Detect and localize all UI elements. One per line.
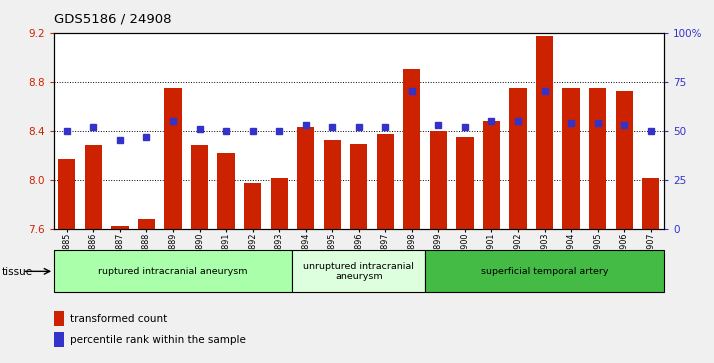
Bar [563,88,580,229]
Bar [218,153,235,229]
Bar [483,121,500,229]
Bar [536,36,553,229]
Bar [191,145,208,229]
Bar [271,179,288,229]
Bar [164,88,181,229]
Bar [293,250,425,292]
Bar [59,159,76,229]
Bar [54,311,64,326]
Bar [138,219,155,229]
Bar [323,140,341,229]
Text: GDS5186 / 24908: GDS5186 / 24908 [54,13,171,26]
Bar [456,137,473,229]
Text: tissue: tissue [2,267,34,277]
Bar [377,134,394,229]
Bar [244,183,261,229]
Bar [425,250,664,292]
Text: transformed count: transformed count [69,314,167,323]
Text: superficial temporal artery: superficial temporal artery [481,267,608,276]
Bar [403,69,421,229]
Text: percentile rank within the sample: percentile rank within the sample [69,335,246,345]
Bar [642,179,659,229]
Text: unruptured intracranial
aneurysm: unruptured intracranial aneurysm [303,262,414,281]
Bar [589,88,606,229]
Bar [509,88,527,229]
Bar [297,127,314,229]
Text: ruptured intracranial aneurysm: ruptured intracranial aneurysm [99,267,248,276]
Bar [350,144,368,229]
Bar [111,226,129,229]
Bar [615,91,633,229]
Bar [54,332,64,347]
Bar [85,145,102,229]
Bar [430,131,447,229]
Bar [54,250,293,292]
